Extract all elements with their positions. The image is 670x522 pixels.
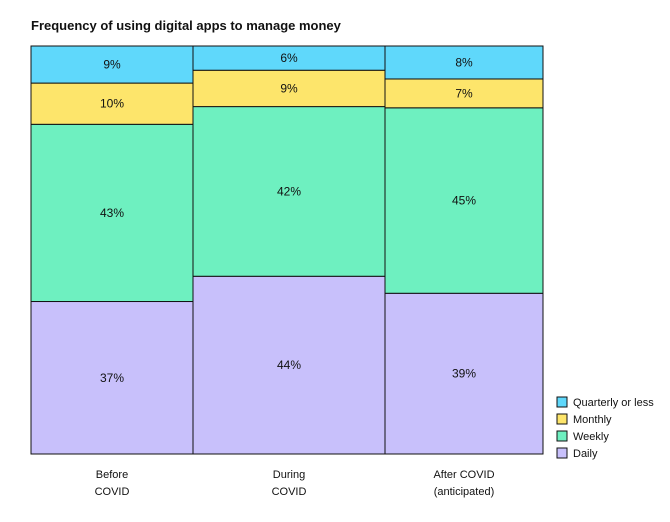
data-label-monthly-2: 7% <box>455 86 473 100</box>
legend-label-monthly: Monthly <box>573 414 612 426</box>
category-label-0-line-1: COVID <box>95 486 130 498</box>
legend-swatch-quarterly-or-less <box>556 396 568 408</box>
bar-segment-monthly-2 <box>384 78 544 109</box>
category-label-2-line-1: (anticipated) <box>434 486 495 498</box>
legend-label-quarterly-or-less: Quarterly or less <box>573 397 654 409</box>
bar-segment-quarterly-or-less-2 <box>384 45 544 80</box>
legend-swatch-monthly <box>556 413 568 425</box>
data-label-daily-2: 39% <box>452 367 476 381</box>
bar-segment-quarterly-or-less-1 <box>192 45 386 71</box>
category-label-0-line-0: Before <box>96 469 128 481</box>
data-label-weekly-0: 43% <box>100 206 124 220</box>
data-label-monthly-0: 10% <box>100 97 124 111</box>
legend-swatch-daily <box>556 447 568 459</box>
data-label-weekly-2: 45% <box>452 194 476 208</box>
bar-segment-weekly-1 <box>192 106 386 277</box>
bar-segment-daily-2 <box>384 292 544 455</box>
data-label-monthly-1: 9% <box>280 81 298 95</box>
data-label-quarterly-or-less-2: 8% <box>455 55 473 69</box>
data-label-daily-1: 44% <box>277 358 301 372</box>
category-label-1-line-1: COVID <box>272 486 307 498</box>
category-label-2-line-0: After COVID <box>433 469 494 481</box>
bar-segment-weekly-0 <box>30 123 194 303</box>
legend-label-daily: Daily <box>573 448 598 460</box>
data-label-quarterly-or-less-0: 9% <box>103 58 121 72</box>
legend-swatch-weekly <box>556 430 568 442</box>
chart-title: Frequency of using digital apps to manag… <box>31 18 341 33</box>
data-label-daily-0: 37% <box>100 371 124 385</box>
legend-label-weekly: Weekly <box>573 431 609 443</box>
data-label-quarterly-or-less-1: 6% <box>280 51 298 65</box>
data-label-weekly-1: 42% <box>277 184 301 198</box>
bar-segment-monthly-1 <box>192 69 386 108</box>
category-label-1-line-0: During <box>273 469 305 481</box>
bar-segment-weekly-2 <box>384 107 544 294</box>
